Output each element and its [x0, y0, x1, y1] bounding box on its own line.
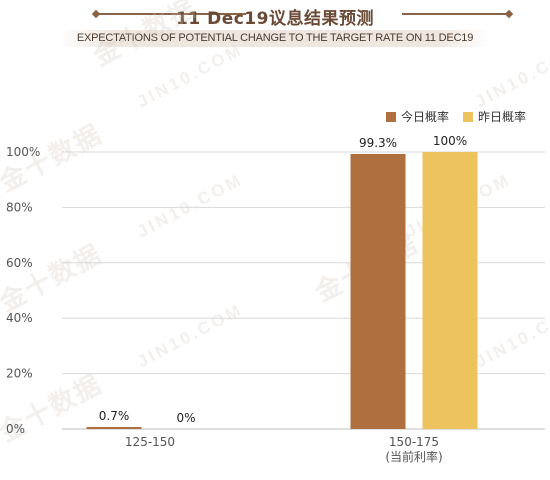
x-axis-ticks: 125-150 150-175(当前利率): [125, 435, 443, 464]
legend-label-today: 今日概率: [400, 110, 449, 124]
x-tick-label: 125-150: [125, 435, 175, 449]
data-label: 99.3%: [359, 136, 397, 150]
bar-yesterday: [422, 152, 478, 429]
chart-legend: 今日概率 昨日概率: [385, 108, 526, 125]
y-tick-label: 0%: [6, 422, 25, 436]
chart-header: 11 Dec19议息结果预测 EXPECTATIONS OF POTENTIAL…: [0, 0, 550, 50]
x-tick-label: 150-175: [389, 435, 439, 449]
y-tick-label: 60%: [6, 256, 33, 270]
legend-item-today: 今日概率: [385, 108, 449, 125]
subtitle-band: [60, 30, 490, 47]
y-tick-label: 80%: [6, 200, 33, 214]
y-axis-ticks: 0% 20% 40% 60% 80% 100%: [6, 145, 40, 436]
data-label: 0.7%: [99, 409, 130, 423]
chart-title: 11 Dec19议息结果预测: [176, 9, 374, 29]
bars: [86, 152, 478, 429]
x-tick-sublabel: (当前利率): [385, 449, 442, 464]
data-labels: 0.7% 0% 99.3% 100%: [99, 134, 467, 425]
bar-today: [86, 427, 142, 429]
legend-label-yesterday: 昨日概率: [477, 110, 526, 124]
y-tick-label: 40%: [6, 311, 33, 325]
data-label: 0%: [176, 411, 195, 425]
title-decoration-left: [96, 13, 246, 15]
y-tick-label: 100%: [6, 145, 40, 159]
data-label: 100%: [433, 134, 467, 148]
y-tick-label: 20%: [6, 367, 33, 381]
legend-item-yesterday: 昨日概率: [462, 108, 526, 125]
legend-swatch-today: [385, 111, 396, 122]
bar-today: [350, 153, 406, 429]
title-decoration-right: [402, 13, 508, 15]
legend-swatch-yesterday: [462, 111, 473, 122]
chart-subtitle: EXPECTATIONS OF POTENTIAL CHANGE TO THE …: [76, 32, 474, 44]
